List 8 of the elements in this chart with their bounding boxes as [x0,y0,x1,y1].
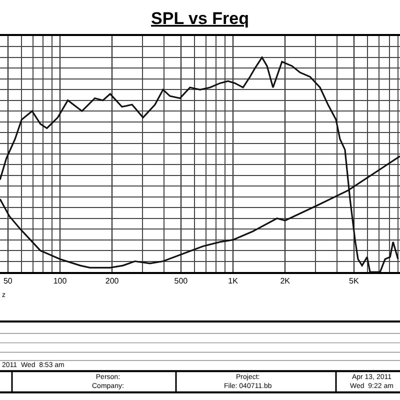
x-tick-label: 100 [53,276,68,286]
x-tick-label: 500 [174,276,188,286]
x-tick-label: 50 [3,276,13,286]
chart-title: SPL vs Freq [151,8,249,28]
x-tick-label: 2K [280,276,291,286]
x-tick-label: 1K [228,276,239,286]
x-tick-label: 5K [349,276,360,286]
x-tick-label: 200 [105,276,120,286]
